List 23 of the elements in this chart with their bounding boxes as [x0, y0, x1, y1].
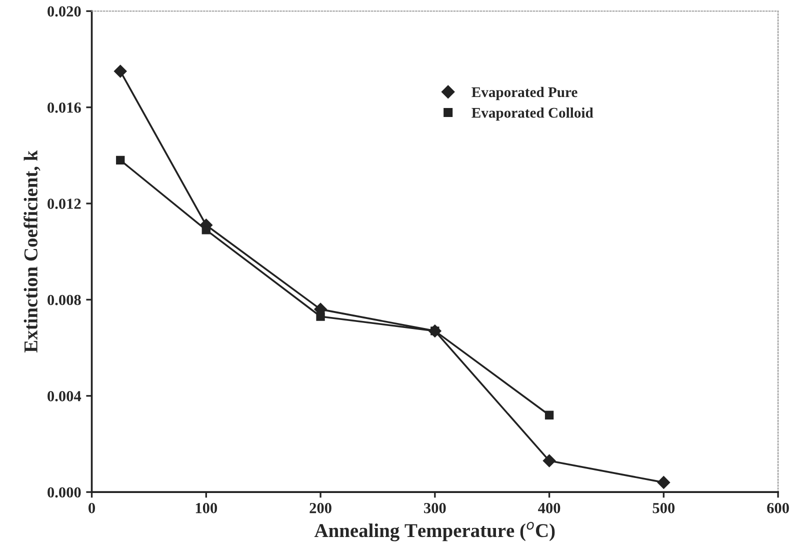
y-tick-label: 0.012: [48, 198, 81, 210]
point: [116, 156, 125, 165]
x-tick-label: 500: [652, 502, 675, 514]
x-tick-label: 300: [424, 502, 446, 514]
x-tick-label: 400: [538, 502, 560, 514]
point: [544, 410, 554, 420]
point: [316, 312, 325, 321]
x-axis-title: Annealing Temperature ($^{o}$C): [314, 522, 555, 542]
y-tick-label: 0.020: [48, 6, 81, 17]
y-tick-label: 0.016: [48, 102, 81, 113]
y-tick-label: 0.008: [48, 294, 81, 306]
point: [542, 454, 556, 468]
x-tick-label: 100: [196, 502, 218, 514]
y-tick-label: 0.004: [48, 391, 82, 402]
x-tick-label: 600: [767, 502, 789, 514]
y-axis-title: Extinction Coefficient, k: [24, 150, 40, 353]
x-tick-label: 200: [310, 502, 332, 514]
point: [114, 64, 127, 78]
point: [657, 476, 670, 489]
y-tick-label: 0.000: [48, 487, 81, 498]
legend-label: Evaporated Colloid: [472, 107, 594, 121]
legend-label: Evaporated Pure: [472, 86, 578, 100]
x-tick-label: 0: [88, 502, 96, 514]
